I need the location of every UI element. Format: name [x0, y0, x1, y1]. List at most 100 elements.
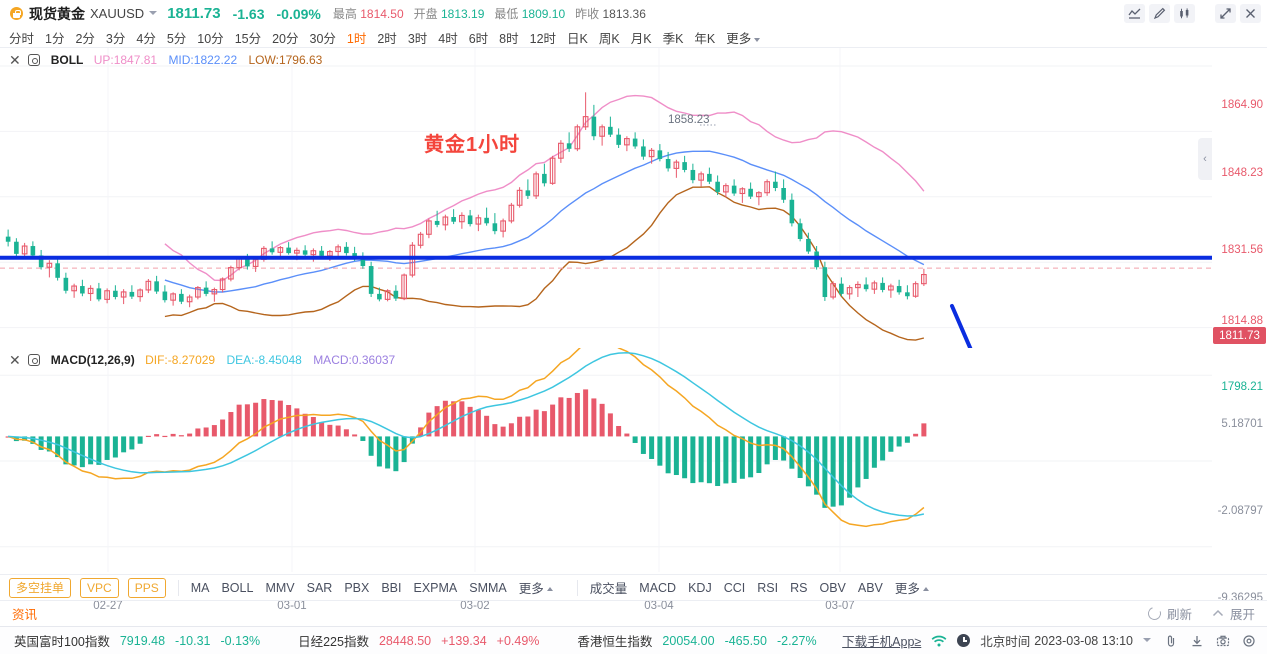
period-tab-8时[interactable]: 8时 [499, 31, 519, 46]
beijing-time-value: 2023-03-08 13:10 [1034, 633, 1133, 648]
sub-indicator-OBV[interactable]: OBV [819, 580, 846, 595]
period-tab-3时[interactable]: 3时 [407, 31, 428, 46]
chart-area[interactable]: 黄金1小时 1858.23 1804.88 1864.90 1848.23 1831… [0, 48, 1267, 612]
draw-pencil-icon[interactable] [1149, 4, 1170, 23]
period-tab-4时[interactable]: 4时 [438, 31, 458, 46]
index-nikkei225[interactable]: 日经225指数 28448.50 +139.34 +0.49% [298, 631, 549, 650]
period-tab-季K[interactable]: 季K [662, 31, 684, 46]
macd-dea-value: DEA:-8.45048 [226, 353, 302, 367]
sub-indicator-CCI[interactable]: CCI [723, 580, 746, 595]
boll-close-icon[interactable]: ✕ [9, 52, 21, 68]
main-indicator-MA[interactable]: MA [190, 580, 210, 595]
download-icon[interactable] [1189, 633, 1205, 649]
macd-pane[interactable]: 5.18701 -2.08797 -9.36295 ✕ MACD(12,26,9) … [0, 348, 1267, 604]
index-value: 20054.00 [662, 633, 715, 648]
indicator-icon[interactable] [1124, 4, 1145, 23]
period-tab-10分[interactable]: 10分 [197, 31, 224, 46]
main-indicator-BOLL[interactable]: BOLL [221, 580, 254, 595]
wifi-icon [931, 635, 947, 647]
period-tab-12时[interactable]: 12时 [529, 31, 557, 46]
sub-indicator-more[interactable]: 更多 [895, 578, 929, 597]
stat-open-label: 开盘 [413, 7, 438, 21]
screenshot-icon[interactable] [1215, 633, 1231, 649]
period-tab-年K[interactable]: 年K [694, 31, 716, 46]
period-tab-5分[interactable]: 5分 [166, 31, 187, 46]
main-indicator-PBX[interactable]: PBX [344, 580, 370, 595]
last-price: 1811.73 [167, 5, 221, 22]
price-plot[interactable]: 黄金1小时 1858.23 1804.88 [0, 48, 1212, 348]
panel-collapse-handle[interactable]: ‹ [1198, 138, 1212, 180]
period-tab-月K[interactable]: 月K [630, 31, 652, 46]
expand-label[interactable]: 展开 [1229, 608, 1255, 622]
macd-close-icon[interactable]: ✕ [9, 352, 21, 368]
main-indicator-SMMA[interactable]: SMMA [469, 580, 507, 595]
chevron-down-icon [754, 37, 761, 42]
main-indicator-more[interactable]: 更多 [519, 578, 553, 597]
boll-indicator-header: ✕ BOLL UP:1847.81 MID:1822.22 LOW:1796.6… [9, 52, 330, 69]
macd-indicator-header: ✕ MACD(12,26,9) DIF:-8.27029 DEA:-8.4504… [9, 352, 403, 369]
index-name: 日经225指数 [298, 635, 369, 649]
news-tab[interactable]: 资讯 [12, 608, 38, 622]
macd-settings-icon[interactable] [28, 354, 41, 366]
refresh-icon[interactable] [1145, 604, 1164, 623]
close-icon[interactable] [1240, 4, 1261, 23]
macd-dif-value: DIF:-8.27029 [145, 353, 216, 367]
period-tab-20分[interactable]: 20分 [272, 31, 299, 46]
candlestick-canvas[interactable] [0, 48, 1212, 348]
chevron-up-icon[interactable] [1212, 609, 1224, 618]
period-tab-1时[interactable]: 1时 [346, 31, 367, 46]
tag-button-VPC[interactable]: VPC [80, 577, 119, 598]
tag-button-多空挂单[interactable]: 多空挂单 [9, 577, 72, 598]
boll-settings-icon[interactable] [28, 54, 41, 66]
time-chevron-down-icon[interactable] [1143, 638, 1151, 642]
index-hangseng[interactable]: 香港恒生指数 20054.00 -465.50 -2.27% [577, 631, 826, 650]
period-tab-2分[interactable]: 2分 [75, 31, 95, 46]
macd-canvas[interactable] [0, 348, 1212, 572]
period-tab-日K[interactable]: 日K [567, 31, 588, 46]
sub-indicator-RS[interactable]: RS [790, 580, 808, 595]
price-pane[interactable]: 黄金1小时 1858.23 1804.88 1864.90 1848.23 1831… [0, 48, 1267, 393]
toolbar-divider [576, 579, 578, 596]
period-tab-周K[interactable]: 周K [598, 31, 620, 46]
fullscreen-icon[interactable] [1215, 4, 1236, 23]
sub-indicator-成交量[interactable]: 成交量 [589, 582, 628, 596]
candlestick-icon[interactable] [1174, 4, 1195, 23]
main-indicator-MMV[interactable]: MMV [265, 580, 295, 595]
header-icon-group [1124, 4, 1261, 23]
index-change: -10.31 [175, 633, 211, 648]
macd-y-tick: -9.36295 [1217, 592, 1263, 604]
period-tab-30分[interactable]: 30分 [309, 31, 336, 46]
attachment-icon[interactable] [1163, 633, 1179, 649]
period-more-button[interactable]: 更多 [726, 28, 761, 47]
sub-indicator-RSI[interactable]: RSI [757, 580, 779, 595]
index-ftse100[interactable]: 英国富时100指数 7919.48 -10.31 -0.13% [14, 631, 270, 650]
period-tab-2时[interactable]: 2时 [377, 31, 397, 46]
period-tab-6时[interactable]: 6时 [468, 31, 489, 46]
main-indicator-EXPMA[interactable]: EXPMA [413, 580, 458, 595]
macd-plot[interactable] [0, 348, 1212, 572]
index-name: 英国富时100指数 [14, 635, 110, 649]
sub-indicator-MACD[interactable]: MACD [639, 580, 677, 595]
index-value: 7919.48 [119, 633, 166, 648]
period-tab-15分[interactable]: 15分 [234, 31, 262, 46]
sub-indicator-ABV[interactable]: ABV [857, 580, 883, 595]
period-tab-分时[interactable]: 分时 [9, 31, 35, 46]
tag-button-PPS[interactable]: PPS [127, 577, 166, 598]
settings-icon[interactable] [1241, 633, 1257, 649]
quote-header: 现货黄金 XAUUSD 1811.73 -1.63 -0.09% 最高 1814… [0, 0, 1267, 27]
chevron-up-icon [922, 587, 929, 591]
main-indicator-SAR[interactable]: SAR [306, 580, 333, 595]
index-pct: -0.13% [220, 633, 261, 648]
period-tab-4分[interactable]: 4分 [136, 31, 156, 46]
price-change: -1.63 [232, 5, 265, 22]
period-tab-3分[interactable]: 3分 [105, 31, 126, 46]
sub-indicator-KDJ[interactable]: KDJ [688, 580, 712, 595]
chevron-down-icon[interactable] [149, 11, 158, 15]
high-label: 1858.23 [668, 114, 710, 126]
download-app-link[interactable]: 下载手机App≥ [842, 635, 922, 649]
main-indicator-BBI[interactable]: BBI [381, 580, 402, 595]
refresh-label[interactable]: 刷新 [1166, 608, 1192, 622]
date-tick: 03-02 [460, 600, 490, 612]
period-tab-1分[interactable]: 1分 [45, 31, 65, 46]
